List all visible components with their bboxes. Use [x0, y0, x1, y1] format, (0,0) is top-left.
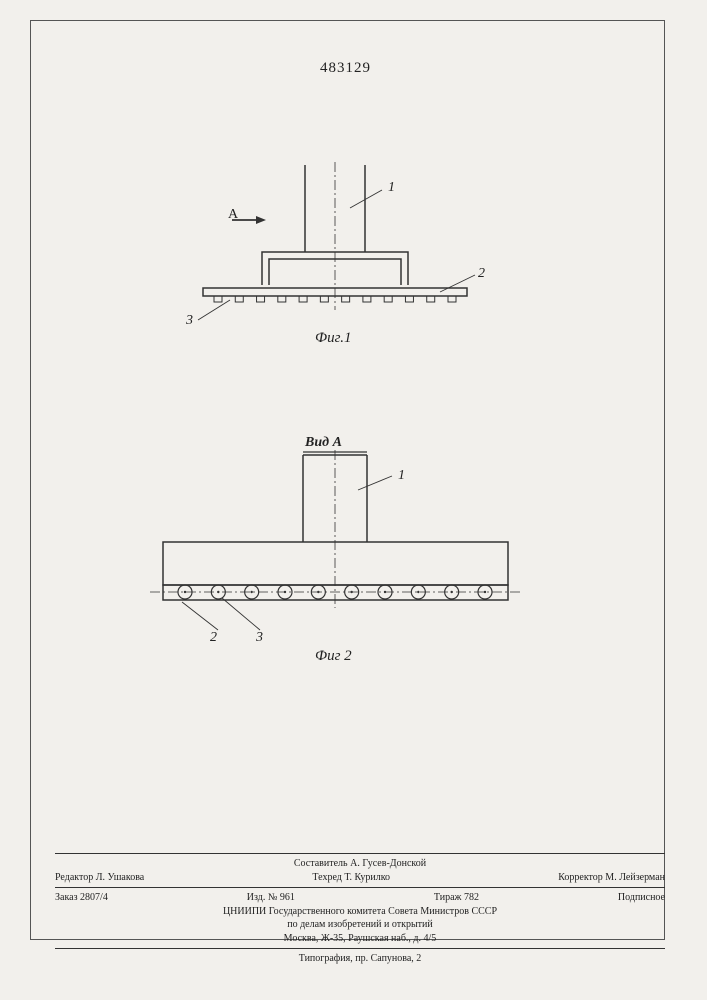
tech-label: Техред: [312, 872, 341, 883]
corrector-label: Корректор: [558, 872, 603, 883]
fig1-view-arrow-label: А: [228, 207, 238, 223]
editor-name: Л. Ушакова: [96, 872, 145, 883]
fig2-callout-1: 1: [398, 468, 405, 484]
figure-1: [170, 160, 500, 350]
fig1-callout-1: 1: [388, 180, 395, 196]
figure-2: [130, 430, 540, 660]
tech-name: Т. Курилко: [344, 872, 390, 883]
order-value: 2807/4: [80, 892, 108, 903]
org-line-2: по делам изобретений и открытий: [55, 918, 665, 932]
compiler-label: Составитель: [294, 858, 348, 869]
fig1-caption: Фиг.1: [315, 330, 351, 347]
izd-value: 961: [280, 892, 295, 903]
fig1-callout-3: 3: [186, 313, 193, 329]
document-number: 483129: [320, 60, 371, 77]
address: Москва, Ж-35, Раушская наб., д. 4/5: [55, 932, 665, 946]
org-line-1: ЦНИИПИ Государственного комитета Совета …: [55, 905, 665, 919]
tirazh-value: 782: [464, 892, 479, 903]
order-label: Заказ: [55, 892, 78, 903]
fig2-callout-2: 2: [210, 630, 217, 646]
fig2-view-label: Вид А: [305, 435, 342, 451]
compiler-name: А. Гусев-Донской: [350, 858, 426, 869]
fig2-caption: Фиг 2: [315, 648, 352, 665]
editor-label: Редактор: [55, 872, 93, 883]
fig2-callout-3: 3: [256, 630, 263, 646]
footer-block: Составитель А. Гусев-Донской Редактор Л.…: [55, 850, 665, 966]
typography: Типография, пр. Сапунова, 2: [55, 952, 665, 966]
izd-label: Изд. №: [247, 892, 278, 903]
subscription: Подписное: [618, 891, 665, 905]
tirazh-label: Тираж: [434, 892, 462, 903]
corrector-name: М. Лейзерман: [605, 872, 665, 883]
page: 483129 А 1 2 3 Фиг.1 Вид А 1 2 3 Фиг 2 С…: [0, 0, 707, 1000]
fig1-callout-2: 2: [478, 266, 485, 282]
